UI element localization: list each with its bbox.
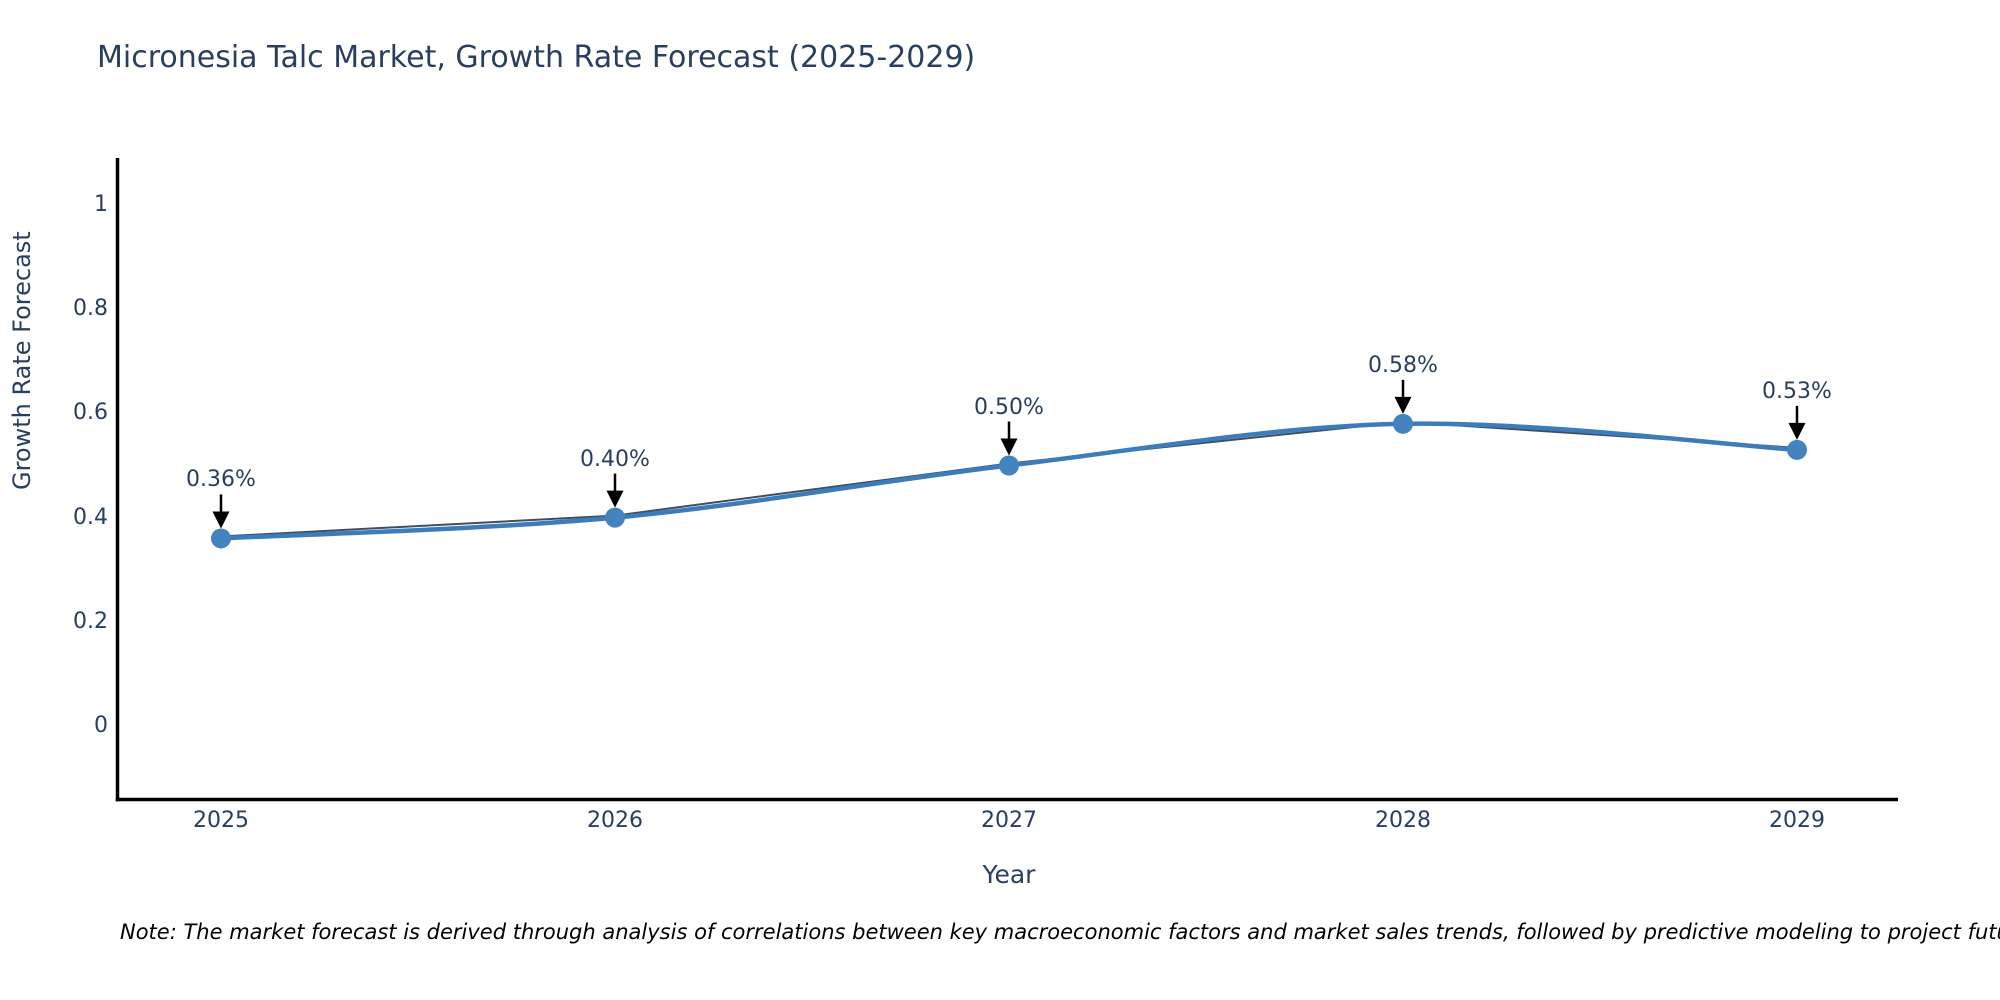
annotation-arrow-head: [212, 511, 230, 529]
x-tick-label: 2028: [1375, 808, 1431, 833]
point-label: 0.53%: [1762, 378, 1832, 404]
y-tick-label: 0.4: [73, 504, 108, 530]
x-tick-label: 2026: [587, 808, 643, 833]
y-tick-label: 0: [94, 713, 108, 738]
data-point-marker: [999, 455, 1019, 476]
data-point-marker: [605, 507, 625, 528]
x-tick-label: 2027: [981, 808, 1037, 833]
footnote: Note: The market forecast is derived thr…: [120, 920, 2000, 944]
annotation-arrow-head: [1394, 396, 1412, 414]
y-tick-label: 0.8: [73, 296, 108, 322]
y-tick-label: 1: [94, 192, 108, 217]
y-axis-title: Growth Rate Forecast: [8, 231, 36, 490]
data-point-marker: [1787, 439, 1807, 460]
chart-title: Micronesia Talc Market, Growth Rate Fore…: [97, 40, 976, 75]
y-tick-label: 0.6: [73, 400, 108, 426]
point-label: 0.58%: [1368, 352, 1438, 378]
annotation-arrow-head: [606, 490, 624, 508]
x-tick-label: 2029: [1769, 808, 1825, 833]
point-label: 0.40%: [580, 446, 650, 472]
annotation-arrow-head: [1788, 422, 1806, 440]
point-label: 0.36%: [186, 467, 256, 493]
y-tick-label: 0.2: [73, 608, 108, 634]
x-axis-title: Year: [982, 860, 1036, 889]
x-tick-label: 2025: [193, 808, 249, 833]
annotation-arrow-head: [1000, 438, 1018, 456]
point-label: 0.50%: [974, 394, 1044, 420]
data-point-marker: [1393, 413, 1413, 434]
data-point-marker: [211, 528, 231, 549]
